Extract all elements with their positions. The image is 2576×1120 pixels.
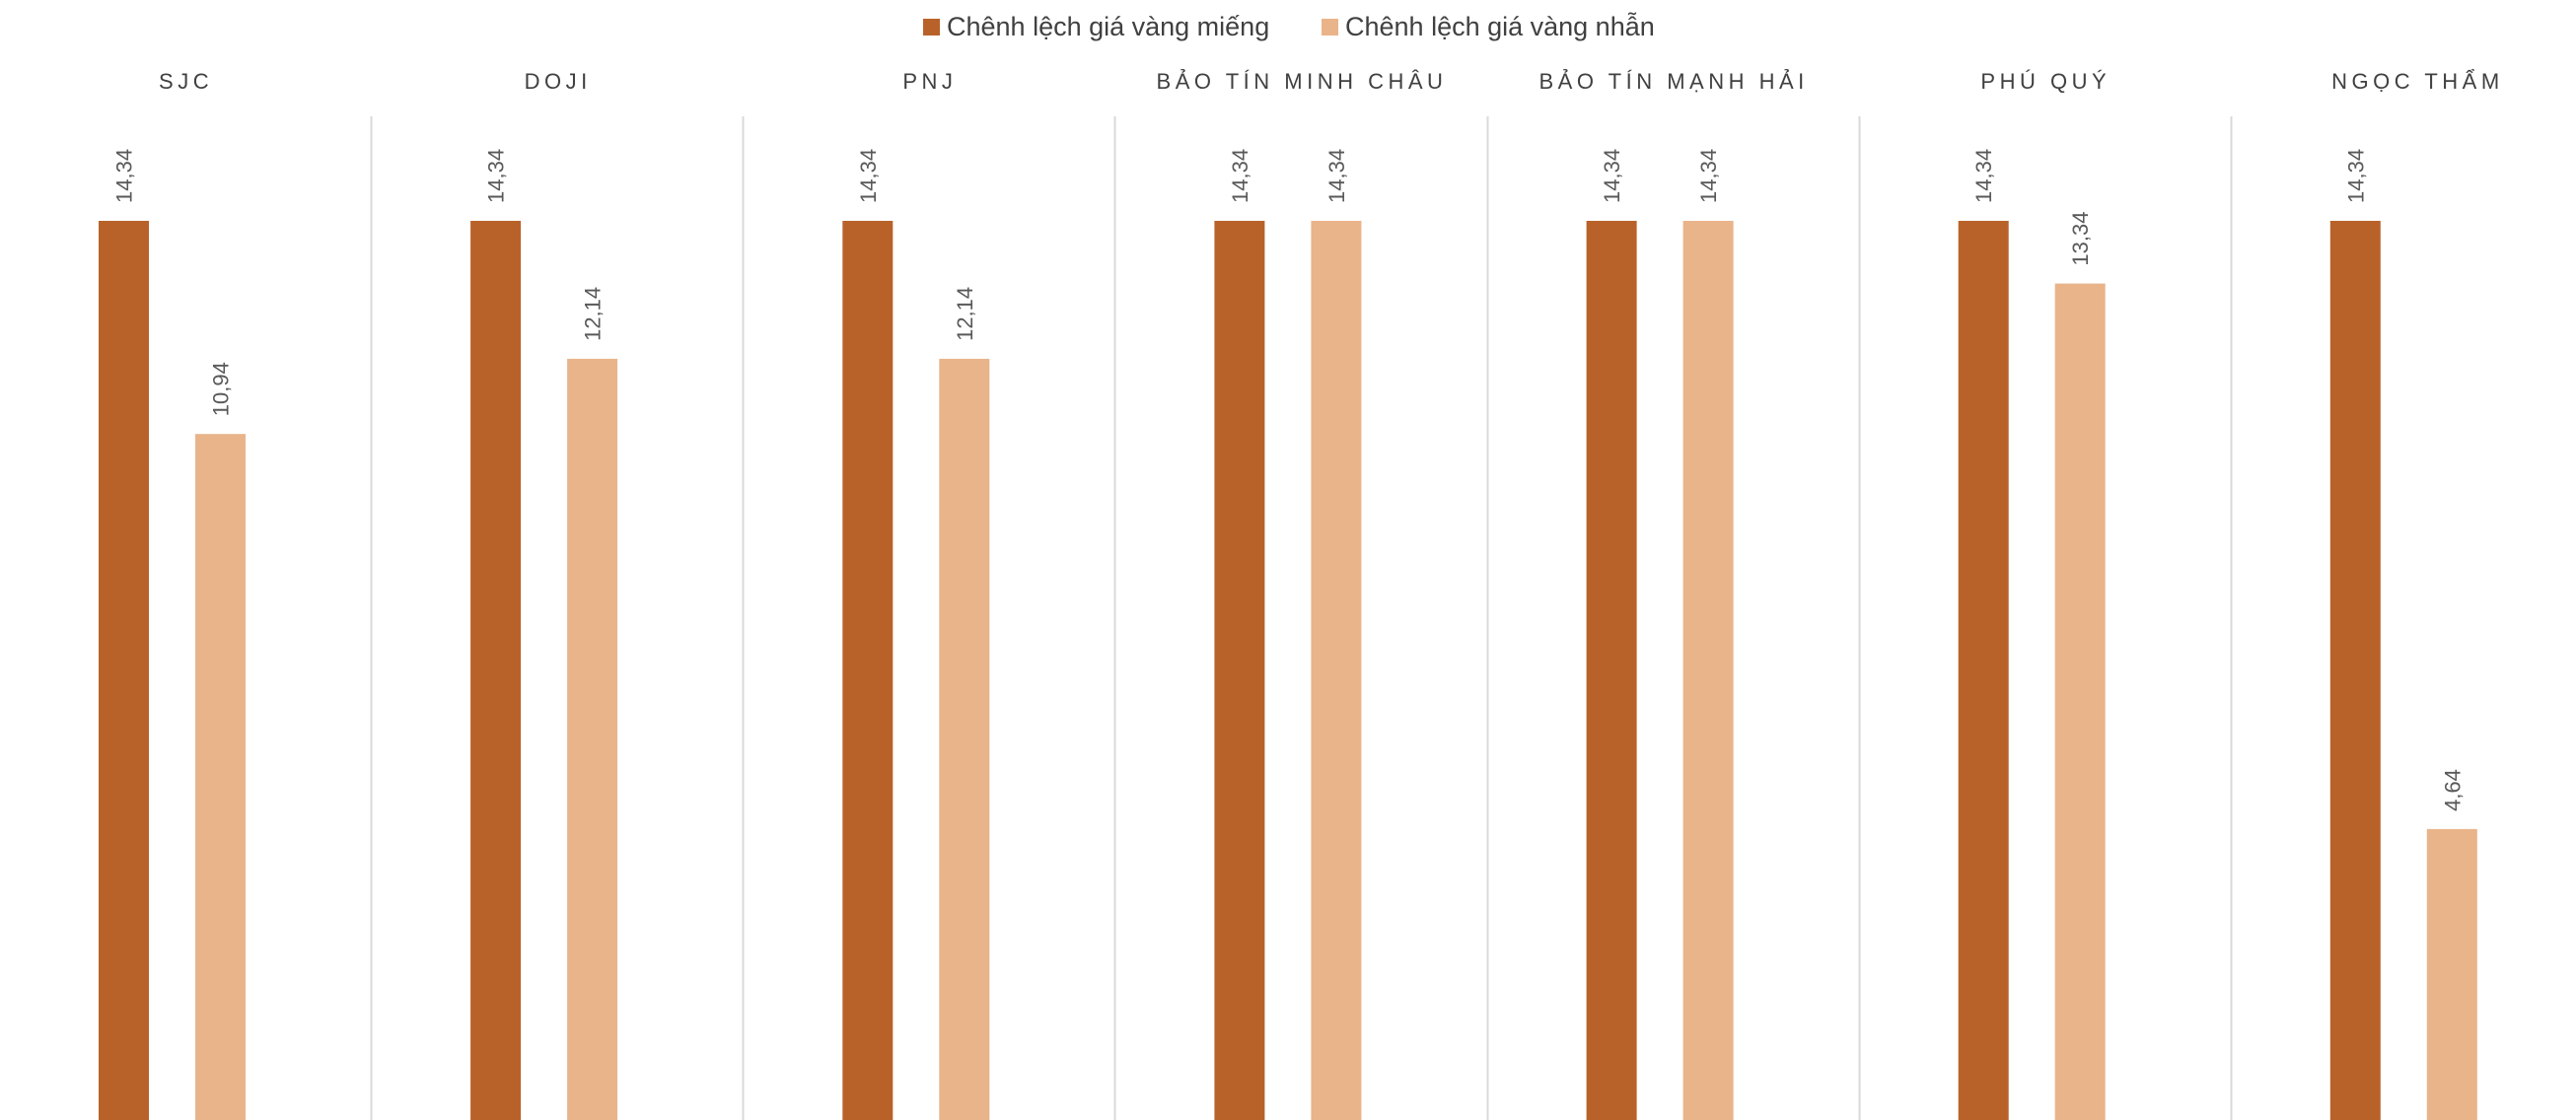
bar bbox=[1682, 221, 1734, 1120]
bar bbox=[939, 358, 990, 1120]
category-label: BẢO TÍN MINH CHÂU bbox=[1157, 69, 1448, 94]
category-label: PHÚ QUÝ bbox=[1980, 69, 2111, 94]
legend-item: Chênh lệch giá vàng nhẫn bbox=[1322, 11, 1655, 41]
bar bbox=[567, 358, 618, 1120]
data-label: 14,34 bbox=[484, 149, 509, 203]
category-label: DOJI bbox=[525, 69, 592, 94]
data-label: 14,34 bbox=[856, 149, 881, 203]
data-label: 14,34 bbox=[1324, 149, 1349, 203]
legend: Chênh lệch giá vàng miếng Chênh lệch giá … bbox=[923, 11, 1655, 41]
data-label: 14,34 bbox=[1600, 149, 1624, 203]
data-label: 14,34 bbox=[1696, 149, 1721, 203]
category-dividers bbox=[370, 116, 2233, 1120]
data-label: 12,14 bbox=[953, 287, 977, 341]
data-label: 14,34 bbox=[1228, 149, 1252, 203]
bar bbox=[2054, 283, 2106, 1120]
data-label: 13,34 bbox=[2068, 212, 2093, 266]
bar bbox=[99, 221, 149, 1120]
bar bbox=[1586, 221, 1637, 1120]
bars bbox=[99, 221, 2477, 1120]
data-label: 10,94 bbox=[209, 362, 234, 416]
data-labels: 14,34 10,94 14,34 12,14 14,34 12,14 14,34 14,34… bbox=[112, 149, 2466, 811]
data-label: 12,14 bbox=[581, 287, 606, 341]
data-label: 14,34 bbox=[2343, 149, 2368, 203]
category-label: NGỌC THẨM bbox=[2331, 69, 2504, 94]
legend-item: Chênh lệch giá vàng miếng bbox=[923, 12, 1269, 41]
bar bbox=[470, 221, 522, 1120]
data-label: 14,34 bbox=[1971, 149, 1996, 203]
legend-swatch bbox=[1322, 19, 1338, 35]
legend-label: Chênh lệch giá vàng nhẫn bbox=[1345, 11, 1655, 41]
bar bbox=[2426, 828, 2477, 1120]
category-label: PNJ bbox=[902, 69, 957, 94]
data-label: 14,34 bbox=[112, 149, 137, 203]
data-label: 4,64 bbox=[2440, 769, 2465, 811]
bar bbox=[1311, 221, 1362, 1120]
bar bbox=[2329, 221, 2381, 1120]
legend-swatch bbox=[923, 19, 940, 35]
bar bbox=[1214, 221, 1265, 1120]
category-labels: SJC DOJI PNJ BẢO TÍN MINH CHÂU BẢO TÍN MẠNH … bbox=[159, 69, 2504, 94]
legend-label: Chênh lệch giá vàng miếng bbox=[947, 12, 1269, 41]
bar bbox=[842, 221, 894, 1120]
bar bbox=[195, 434, 246, 1120]
category-label: SJC bbox=[159, 69, 213, 94]
category-label: BẢO TÍN MẠNH HẢI bbox=[1538, 69, 1808, 94]
bar bbox=[1958, 221, 2009, 1120]
